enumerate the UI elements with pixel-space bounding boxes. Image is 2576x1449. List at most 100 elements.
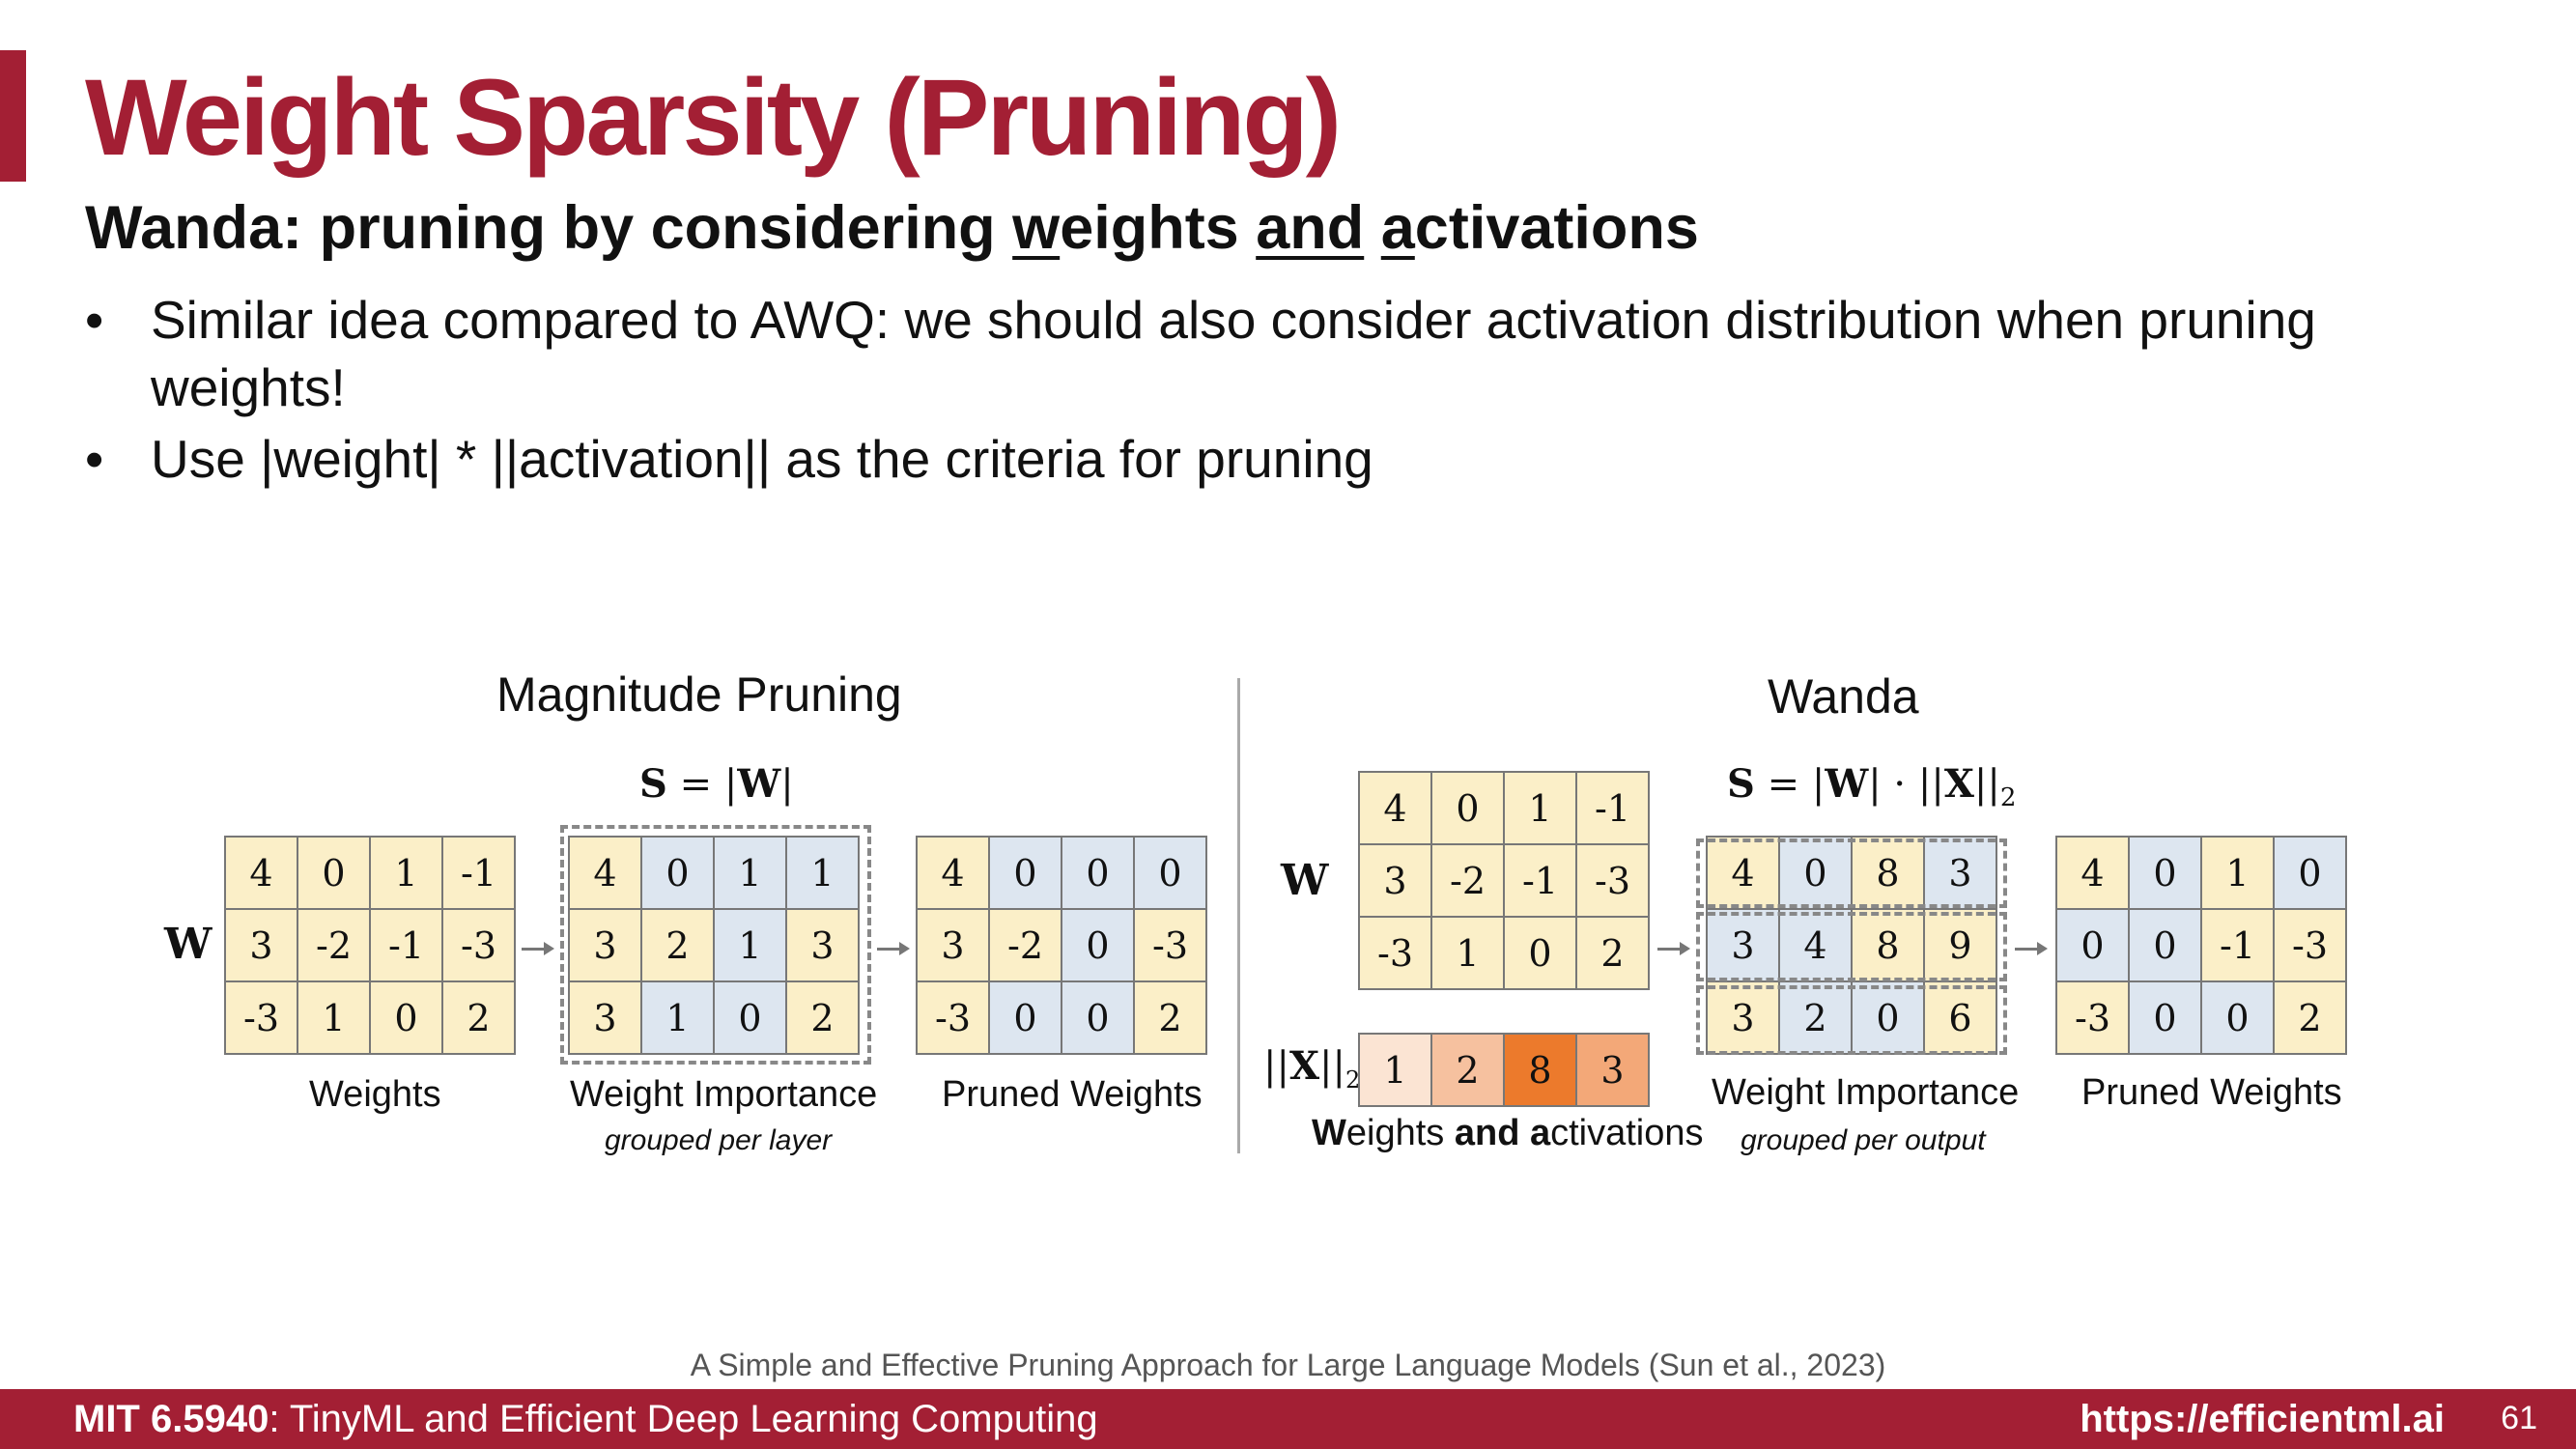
- matrix-cell: 0: [1062, 910, 1135, 982]
- matrix-cell: -1: [443, 838, 516, 910]
- activation-cell: 8: [1505, 1035, 1577, 1107]
- matrix-cell: 2: [642, 910, 715, 982]
- matrix-cell: 1: [1432, 918, 1505, 990]
- matrix-cell: -3: [2275, 910, 2347, 982]
- wanda-importance-caption: Weight Importance: [1712, 1072, 2020, 1113]
- matrix-cell: 2: [443, 982, 516, 1055]
- arrow-icon: [1657, 942, 1690, 955]
- matrix-cell: 0: [715, 982, 787, 1055]
- matrix-cell: 3: [787, 910, 860, 982]
- matrix-cell: 1: [1505, 773, 1577, 845]
- wanda-heading: Wanda: [1768, 669, 1919, 724]
- bullet-dot: •: [85, 429, 104, 489]
- wanda-formula: S = |W| · ||X||2: [1727, 761, 2017, 812]
- matrix-cell: 2: [787, 982, 860, 1055]
- matrix-cell: 8: [1853, 910, 1925, 982]
- slide-title: Weight Sparsity (Pruning): [85, 57, 1342, 178]
- wanda-importance-matrix: 4 0 8 3 3 4 8 9 3 2 0 6: [1706, 836, 1997, 1055]
- matrix-cell: -1: [1505, 845, 1577, 918]
- matrix-cell: 0: [990, 982, 1062, 1055]
- matrix-cell: 3: [1360, 845, 1432, 918]
- magnitude-importance-note: grouped per layer: [605, 1124, 833, 1156]
- matrix-cell: -3: [226, 982, 298, 1055]
- course-url-link[interactable]: https://efficientml.ai: [2080, 1398, 2445, 1440]
- page-number: 61: [2501, 1400, 2537, 1436]
- matrix-cell: 1: [371, 838, 443, 910]
- matrix-cell: 4: [226, 838, 298, 910]
- matrix-cell: 6: [1925, 982, 1997, 1055]
- bullet-item: • Use |weight| * ||activation|| as the c…: [85, 425, 2422, 493]
- citation: A Simple and Effective Pruning Approach …: [690, 1348, 1886, 1382]
- bullet-text: Use |weight| * ||activation|| as the cri…: [151, 429, 1373, 489]
- output-group-box: [1696, 985, 2007, 1055]
- slide-subtitle: Wanda: pruning by considering weights an…: [85, 194, 1699, 262]
- bullet-text: Similar idea compared to AWQ: we should …: [151, 290, 2316, 417]
- matrix-cell: -2: [298, 910, 371, 982]
- bullet-dot: •: [85, 290, 104, 350]
- matrix-cell: 0: [1062, 838, 1135, 910]
- weights-activations-caption: Weights and activations: [1312, 1113, 1704, 1153]
- wanda-pruned-matrix: 4 0 1 0 0 0 -1 -3 -3 0 0 2: [2055, 836, 2347, 1055]
- matrix-cell: 4: [1708, 838, 1780, 910]
- matrix-cell: 4: [2057, 838, 2130, 910]
- figure-divider: [1237, 678, 1240, 1153]
- matrix-cell: -2: [1432, 845, 1505, 918]
- magnitude-pruned-matrix: 4 0 0 0 3 -2 0 -3 -3 0 0 2: [916, 836, 1207, 1055]
- matrix-cell: -3: [1360, 918, 1432, 990]
- output-group-box: [1696, 912, 2007, 981]
- matrix-cell: 3: [1925, 838, 1997, 910]
- matrix-cell: 2: [2275, 982, 2347, 1055]
- magnitude-formula: S = |W|: [639, 761, 794, 807]
- matrix-cell: 4: [1780, 910, 1853, 982]
- matrix-cell: 3: [570, 982, 642, 1055]
- matrix-cell: 4: [918, 838, 990, 910]
- activation-cell: 3: [1577, 1035, 1650, 1107]
- matrix-cell: -2: [990, 910, 1062, 982]
- matrix-cell: 0: [2130, 910, 2202, 982]
- matrix-cell: 2: [1577, 918, 1650, 990]
- magnitude-importance-caption: Weight Importance: [570, 1074, 878, 1115]
- matrix-cell: 4: [1360, 773, 1432, 845]
- activation-cell: 2: [1432, 1035, 1505, 1107]
- wanda-weights-label: W: [1281, 856, 1329, 905]
- wanda-importance-note: grouped per output: [1741, 1124, 1986, 1156]
- matrix-cell: 0: [990, 838, 1062, 910]
- matrix-cell: 8: [1853, 838, 1925, 910]
- matrix-cell: 3: [226, 910, 298, 982]
- weights-caption: Weights: [309, 1074, 441, 1115]
- activation-norm-vector: 1 2 8 3: [1358, 1033, 1650, 1107]
- matrix-cell: -1: [371, 910, 443, 982]
- wanda-pruned-caption: Pruned Weights: [2081, 1072, 2342, 1113]
- matrix-cell: 0: [1780, 838, 1853, 910]
- matrix-cell: -3: [1135, 910, 1207, 982]
- matrix-cell: 1: [715, 910, 787, 982]
- weights-matrix: 4 0 1 -1 3 -2 -1 -3 -3 1 0 2: [224, 836, 516, 1055]
- matrix-cell: 9: [1925, 910, 1997, 982]
- layer-group-box: [560, 825, 871, 1065]
- title-accent-bar: [0, 50, 26, 182]
- matrix-cell: 0: [1853, 982, 1925, 1055]
- matrix-cell: 0: [642, 838, 715, 910]
- matrix-cell: -3: [1577, 845, 1650, 918]
- activation-cell: 1: [1360, 1035, 1432, 1107]
- matrix-cell: 0: [1432, 773, 1505, 845]
- matrix-cell: 0: [1062, 982, 1135, 1055]
- bullet-item: • Similar idea compared to AWQ: we shoul…: [85, 286, 2422, 421]
- footer-bar: MIT 6.5940: TinyML and Efficient Deep Le…: [0, 1389, 2576, 1449]
- matrix-cell: 1: [715, 838, 787, 910]
- matrix-cell: 3: [918, 910, 990, 982]
- pruning-figure: Magnitude Pruning S = |W| W 4 0 1 -1 3 -…: [0, 667, 2576, 1188]
- magnitude-heading: Magnitude Pruning: [496, 668, 902, 722]
- arrow-icon: [522, 942, 554, 955]
- matrix-cell: 0: [2130, 982, 2202, 1055]
- matrix-cell: -3: [2057, 982, 2130, 1055]
- matrix-cell: 1: [298, 982, 371, 1055]
- arrow-icon: [877, 942, 910, 955]
- matrix-cell: 0: [371, 982, 443, 1055]
- matrix-cell: 1: [787, 838, 860, 910]
- bullet-list: • Similar idea compared to AWQ: we shoul…: [85, 286, 2422, 497]
- matrix-cell: -1: [1577, 773, 1650, 845]
- magnitude-importance-matrix: 4 0 1 1 3 2 1 3 3 1 0 2: [568, 836, 860, 1055]
- matrix-cell: 0: [298, 838, 371, 910]
- matrix-cell: 3: [1708, 910, 1780, 982]
